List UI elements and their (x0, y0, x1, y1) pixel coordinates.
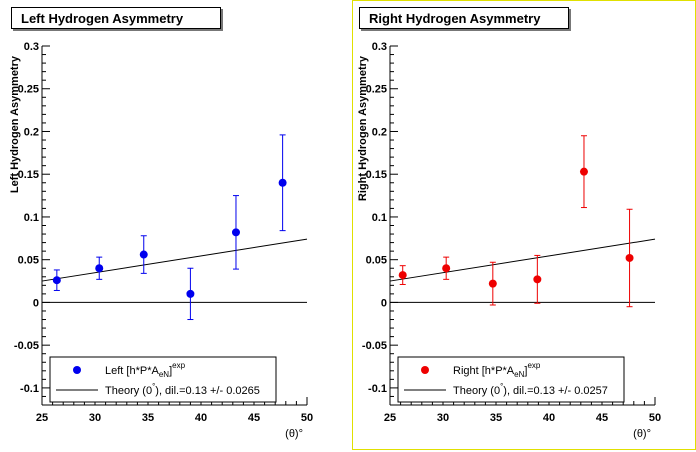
left-chart-panel: Left Hydrogen Asymmetry -0.1 -0.05 0 0.05 0.… (4, 0, 348, 450)
left-y-tick-label: 0.15 (18, 169, 39, 181)
left-data-point (186, 289, 195, 298)
right-x-tick-label: 45 (596, 412, 608, 424)
right-y-tick-label: -0.1 (368, 383, 387, 395)
right-y-tick-label: 0.1 (372, 212, 387, 224)
right-data-point (533, 275, 542, 284)
right-legend (397, 356, 625, 403)
right-legend-marker (421, 366, 429, 374)
right-x-axis-label: (θ)° (633, 428, 651, 440)
left-y-tick-label: -0.1 (20, 383, 39, 395)
left-x-tick-label: 50 (301, 412, 313, 424)
left-x-axis-label: (θ)° (285, 428, 303, 440)
left-x-tick-label: 30 (89, 412, 101, 424)
right-chart-title: Right Hydrogen Asymmetry (359, 7, 569, 29)
left-y-tick-label: 0.05 (18, 255, 39, 267)
left-x-tick-label: 40 (195, 412, 207, 424)
right-y-tick-label: 0.3 (372, 41, 387, 53)
right-data-point (625, 253, 634, 262)
left-data-point (95, 264, 104, 273)
right-x-tick-label: 50 (649, 412, 661, 424)
left-data-point (139, 250, 148, 259)
left-chart-plot: -0.1 -0.05 0 0.05 0.1 0.15 0.2 0.25 0.3 25 30 35 40 4… (9, 41, 313, 440)
right-data-point (488, 279, 497, 288)
left-legend-points-label: Left [h*P*AeN]exp (105, 361, 186, 379)
left-y-tick-label: -0.05 (14, 340, 39, 352)
right-x-tick-label: 30 (437, 412, 449, 424)
right-x-tick-label: 25 (384, 412, 396, 424)
right-x-tick-label: 40 (543, 412, 555, 424)
left-y-tick-label: 0 (33, 297, 39, 309)
right-chart-panel: Right Hydrogen Asymmetry -0.1 -0.05 0 0.05 0… (352, 0, 696, 450)
right-chart-plot: -0.1 -0.05 0 0.05 0.1 0.15 0.2 0.25 0.3 25 30 35 40 4… (357, 41, 661, 440)
right-y-tick-label: 0.15 (366, 169, 387, 181)
left-y-tick-label: 0.3 (24, 41, 39, 53)
right-y-tick-label: 0.2 (372, 126, 387, 138)
left-data-point (278, 178, 287, 187)
right-y-tick-label: 0 (381, 297, 387, 309)
right-y-tick-label: 0.05 (366, 255, 387, 267)
left-theory-line (41, 238, 308, 282)
left-legend-line-label: Theory (0°), dil.=0.13 +/- 0.0265 (105, 382, 260, 397)
right-y-axis-label: Right Hydrogen Asymmetry (357, 55, 369, 201)
left-legend (49, 356, 277, 403)
right-x-tick-label: 35 (490, 412, 502, 424)
right-data-point (579, 167, 588, 176)
right-data-point (398, 271, 407, 280)
left-y-tick-label: 0.1 (24, 212, 39, 224)
right-data-point (442, 264, 451, 273)
right-legend-line-label: Theory (0°), dil.=0.13 +/- 0.0257 (453, 382, 608, 397)
left-data-point (231, 228, 240, 237)
left-x-tick-label: 35 (142, 412, 154, 424)
right-theory-line (389, 238, 656, 282)
left-y-tick-label: 0.2 (24, 126, 39, 138)
right-y-tick-label: -0.05 (362, 340, 387, 352)
left-data-point (52, 276, 61, 285)
left-y-axis-label: Left Hydrogen Asymmetry (9, 55, 21, 193)
left-x-tick-label: 45 (248, 412, 260, 424)
left-chart-title: Left Hydrogen Asymmetry (11, 7, 221, 29)
left-y-tick-label: 0.25 (18, 84, 39, 96)
left-x-tick-label: 25 (36, 412, 48, 424)
left-legend-marker (73, 366, 81, 374)
right-y-tick-label: 0.25 (366, 84, 387, 96)
right-legend-points-label: Right [h*P*AeN]exp (453, 361, 541, 379)
